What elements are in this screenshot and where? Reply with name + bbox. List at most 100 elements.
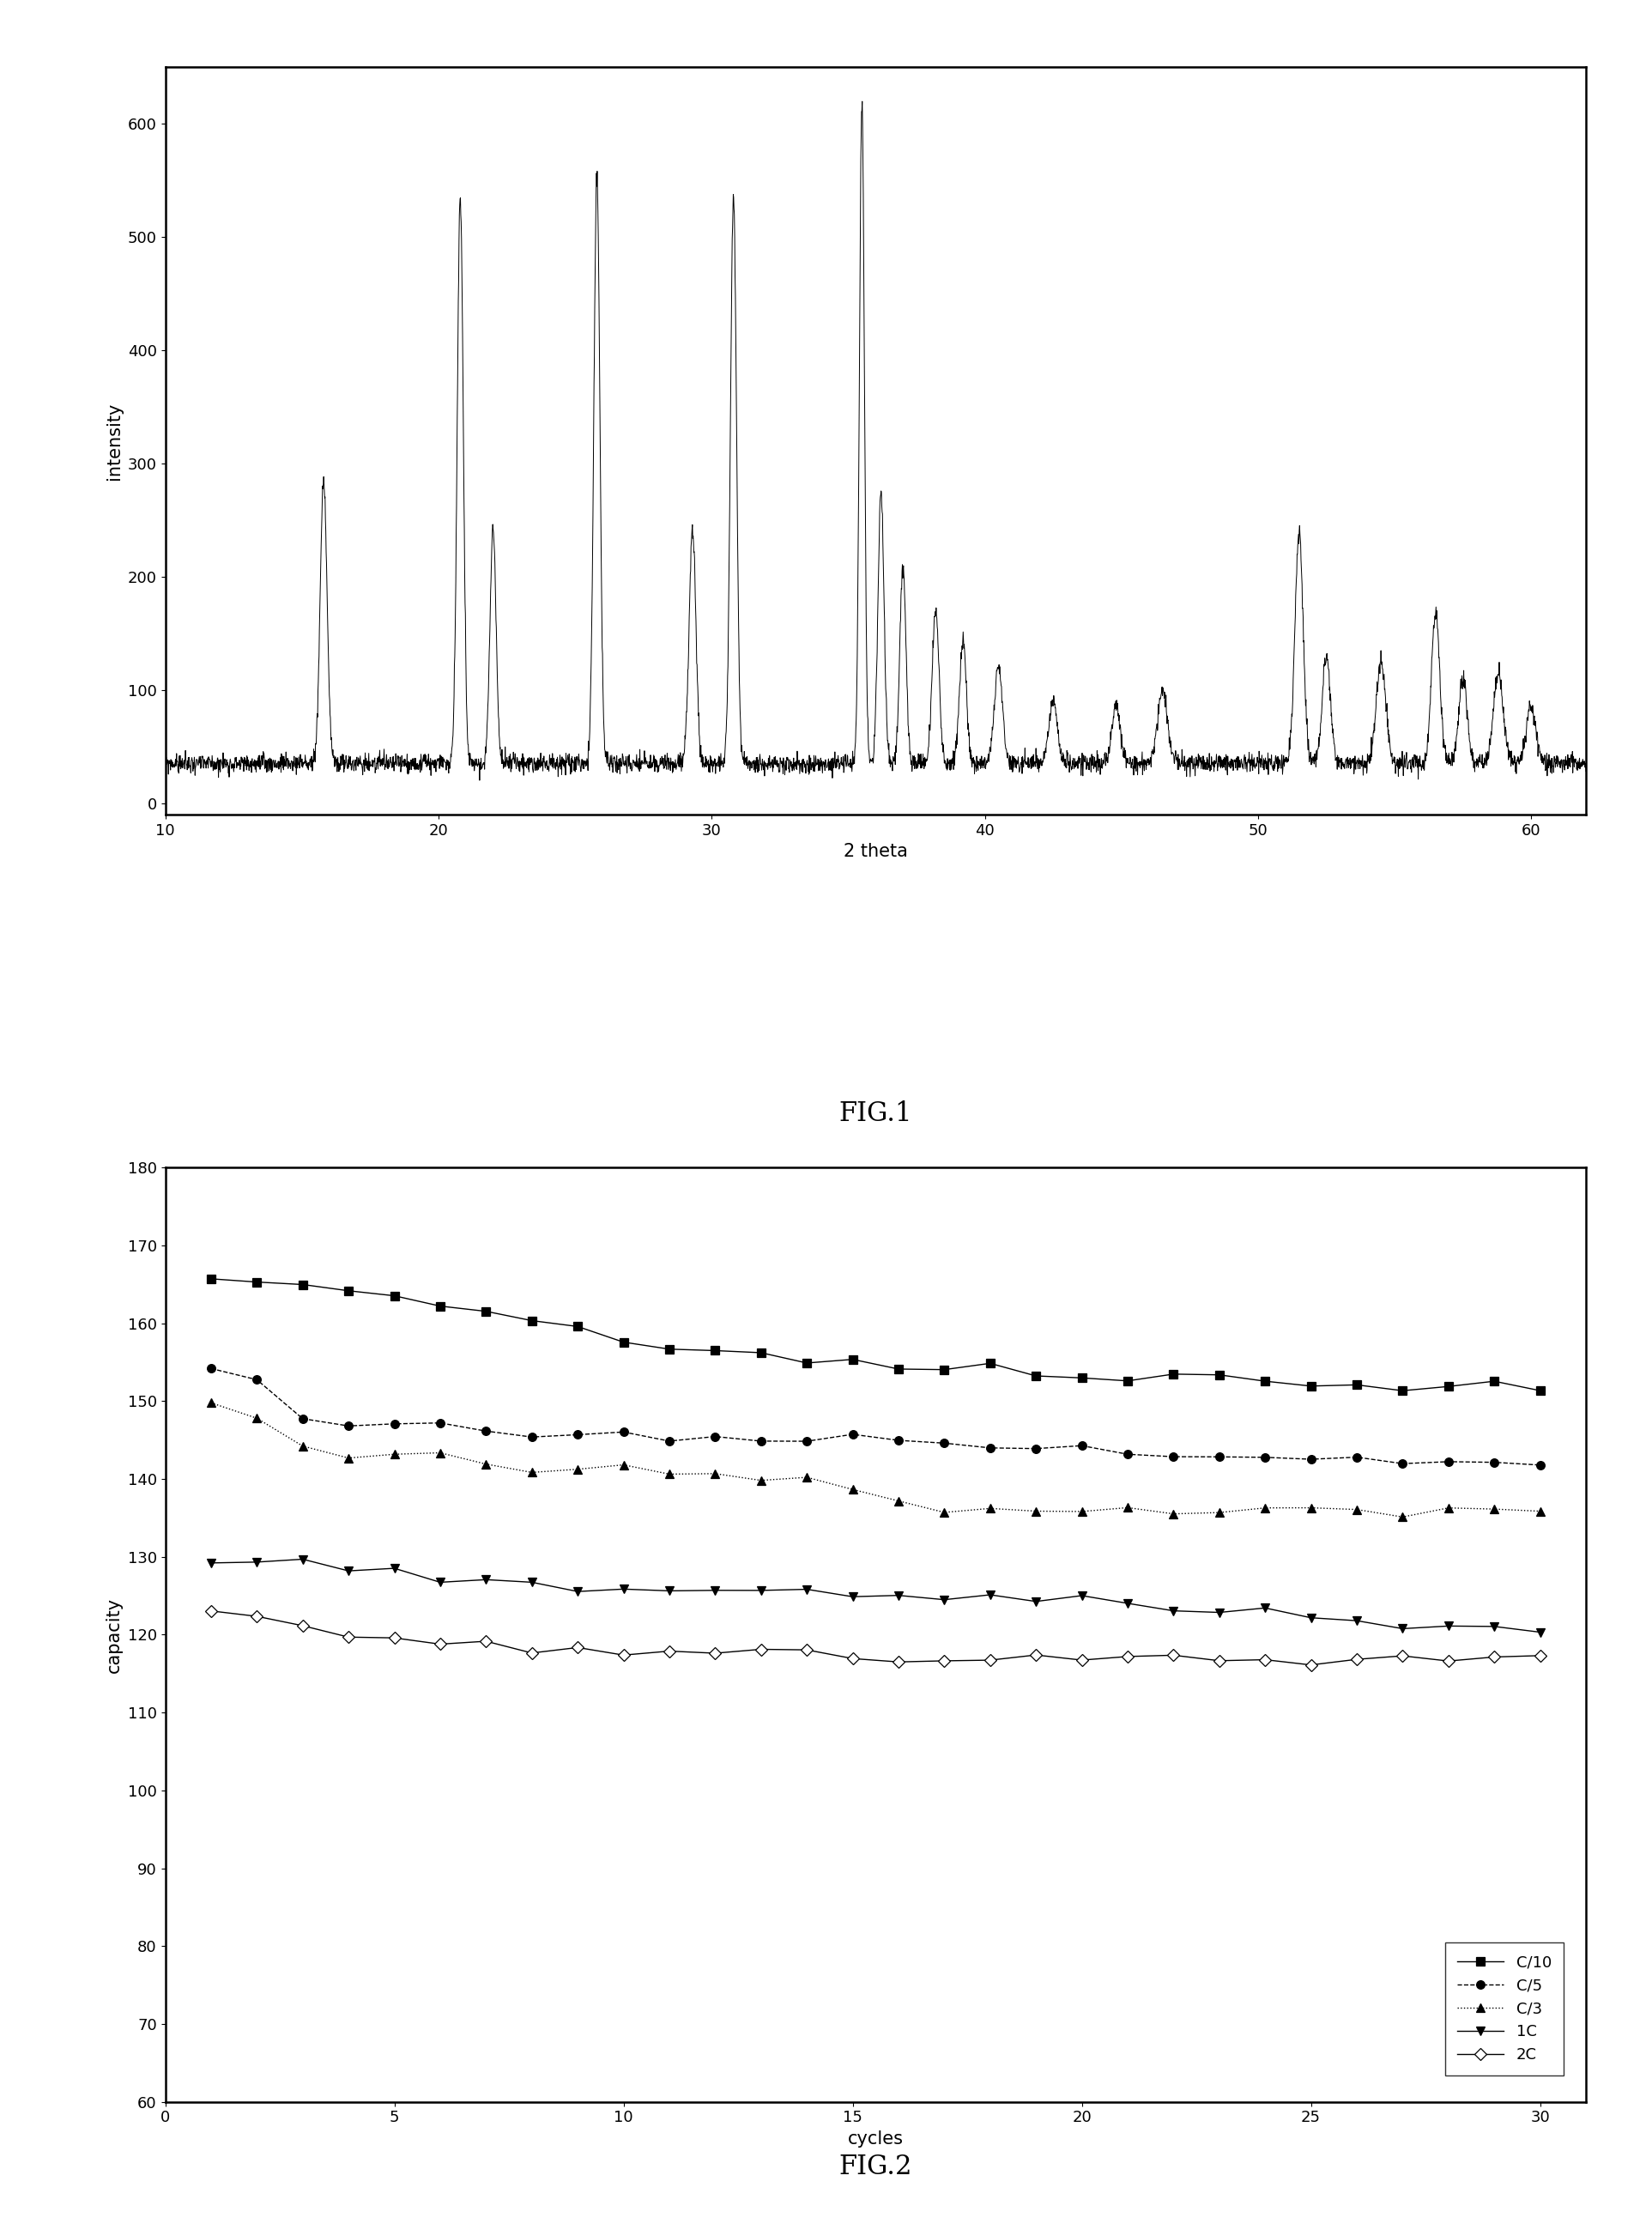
2C: [1346, 1646, 1366, 1673]
2C: [1439, 1648, 1459, 1675]
C/3: [1302, 1494, 1322, 1520]
2C: [430, 1630, 449, 1657]
1C: [246, 1550, 266, 1576]
C/10: [1393, 1377, 1412, 1404]
C/5: [292, 1404, 312, 1431]
Line: C/5: C/5: [206, 1364, 1545, 1469]
2C: [202, 1597, 221, 1623]
2C: [339, 1623, 358, 1650]
1C: [1118, 1590, 1138, 1617]
1C: [476, 1565, 496, 1592]
C/10: [705, 1337, 725, 1364]
2C: [1530, 1641, 1550, 1668]
C/3: [796, 1465, 816, 1491]
Legend: C/10, C/5, C/3, 1C, 2C: C/10, C/5, C/3, 1C, 2C: [1446, 1943, 1564, 2075]
C/10: [796, 1351, 816, 1377]
C/10: [1118, 1368, 1138, 1395]
1C: [889, 1583, 909, 1610]
C/5: [522, 1424, 542, 1451]
C/10: [935, 1357, 955, 1384]
C/10: [522, 1308, 542, 1335]
1C: [613, 1576, 633, 1603]
C/5: [752, 1427, 771, 1453]
C/10: [1439, 1373, 1459, 1400]
C/3: [246, 1404, 266, 1431]
C/5: [659, 1427, 679, 1453]
C/10: [292, 1270, 312, 1297]
C/3: [1530, 1498, 1550, 1525]
C/10: [430, 1292, 449, 1319]
C/10: [613, 1328, 633, 1355]
1C: [430, 1570, 449, 1597]
Text: FIG.2: FIG.2: [839, 2153, 912, 2180]
C/5: [1439, 1449, 1459, 1476]
1C: [1346, 1608, 1366, 1635]
C/5: [1256, 1444, 1275, 1471]
Line: C/10: C/10: [206, 1275, 1545, 1395]
Y-axis label: capacity: capacity: [106, 1597, 122, 1673]
C/5: [1163, 1442, 1183, 1469]
C/5: [246, 1366, 266, 1393]
C/5: [202, 1355, 221, 1382]
1C: [1256, 1594, 1275, 1621]
2C: [385, 1626, 405, 1652]
1C: [1072, 1583, 1092, 1610]
2C: [705, 1639, 725, 1666]
C/5: [796, 1429, 816, 1456]
2C: [935, 1648, 955, 1675]
C/10: [202, 1266, 221, 1292]
X-axis label: 2 theta: 2 theta: [844, 843, 907, 861]
X-axis label: cycles: cycles: [847, 2131, 904, 2147]
2C: [292, 1612, 312, 1639]
C/5: [1302, 1447, 1322, 1474]
1C: [568, 1579, 588, 1605]
2C: [613, 1641, 633, 1668]
2C: [980, 1646, 999, 1673]
C/5: [889, 1427, 909, 1453]
1C: [1163, 1597, 1183, 1623]
C/3: [980, 1496, 999, 1523]
C/5: [1026, 1436, 1046, 1462]
C/3: [1256, 1494, 1275, 1520]
C/10: [752, 1339, 771, 1366]
C/10: [1072, 1364, 1092, 1391]
1C: [935, 1585, 955, 1612]
C/10: [568, 1313, 588, 1339]
Text: FIG.1: FIG.1: [839, 1100, 912, 1127]
2C: [1118, 1643, 1138, 1670]
C/5: [476, 1418, 496, 1444]
C/3: [476, 1451, 496, 1478]
1C: [202, 1550, 221, 1576]
C/3: [1346, 1496, 1366, 1523]
C/5: [339, 1413, 358, 1440]
C/3: [202, 1389, 221, 1415]
2C: [796, 1637, 816, 1664]
1C: [659, 1576, 679, 1603]
C/5: [568, 1422, 588, 1449]
C/5: [1209, 1444, 1229, 1471]
C/3: [1393, 1503, 1412, 1529]
1C: [705, 1576, 725, 1603]
2C: [246, 1603, 266, 1630]
C/3: [752, 1467, 771, 1494]
1C: [1439, 1612, 1459, 1639]
C/10: [659, 1335, 679, 1362]
C/3: [705, 1460, 725, 1487]
C/10: [1346, 1371, 1366, 1398]
C/5: [980, 1436, 999, 1462]
2C: [476, 1628, 496, 1655]
1C: [522, 1570, 542, 1597]
Line: C/3: C/3: [206, 1400, 1545, 1520]
1C: [1485, 1612, 1505, 1639]
Y-axis label: intensity: intensity: [106, 402, 122, 479]
C/5: [843, 1420, 862, 1447]
C/3: [1163, 1500, 1183, 1527]
C/5: [1393, 1451, 1412, 1478]
C/10: [980, 1351, 999, 1377]
1C: [1209, 1599, 1229, 1626]
2C: [1393, 1643, 1412, 1670]
1C: [1302, 1605, 1322, 1632]
2C: [1209, 1648, 1229, 1675]
C/10: [1026, 1362, 1046, 1389]
C/10: [476, 1297, 496, 1324]
